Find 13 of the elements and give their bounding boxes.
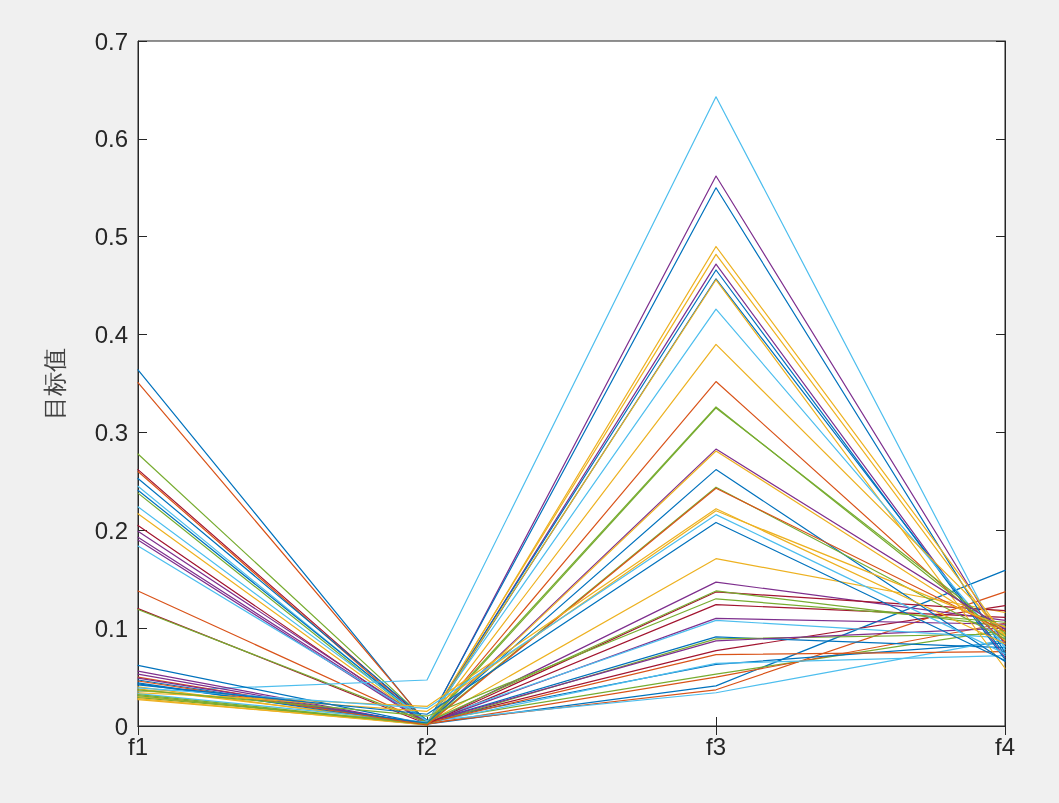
y-tick-label: 0.1 [94,614,128,642]
x-tick-label: f3 [705,732,727,760]
y-tick-label: 0.3 [94,418,128,446]
y-tick-label: 0.7 [94,27,128,55]
x-tick-label: f4 [994,732,1016,760]
y-tick-label: 0.6 [94,125,128,153]
y-axis-title: 目标值 [40,347,68,420]
x-tick-label: f1 [127,732,149,760]
x-tick-label: f2 [416,732,438,760]
y-tick-label: 0 [114,712,128,740]
y-tick-label: 0.5 [94,223,128,251]
y-tick-label: 0.4 [94,321,128,349]
y-tick-label: 0.2 [94,516,128,544]
